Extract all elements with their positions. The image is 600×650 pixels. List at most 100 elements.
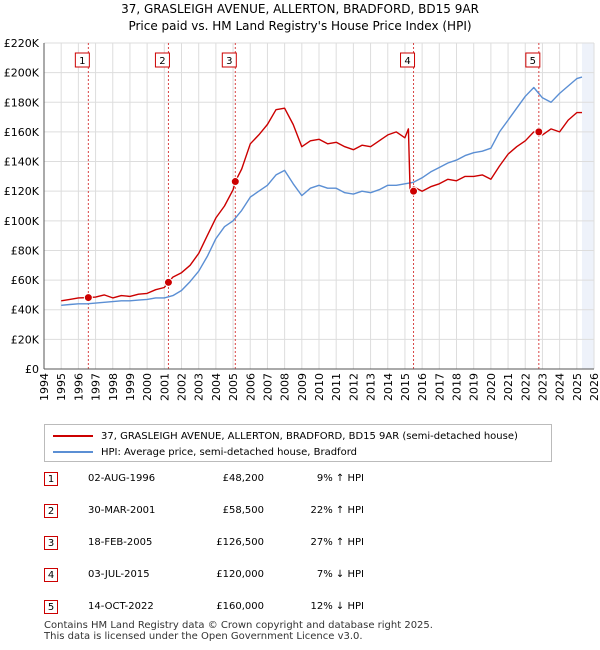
sale-price: £58,500 xyxy=(222,505,264,516)
x-tick-label: 2003 xyxy=(193,373,206,401)
sale-label: 5 xyxy=(525,52,541,68)
x-tick-label: 2014 xyxy=(382,373,395,401)
x-tick-label: 2008 xyxy=(279,373,292,401)
y-tick-label: £180K xyxy=(4,96,40,109)
sale-number: 1 xyxy=(44,472,58,486)
sale-hpi-diff: 9% ↑ HPI xyxy=(316,473,364,484)
sale-row: 3 18-FEB-2005 £126,500 27% ↑ HPI xyxy=(44,536,564,554)
sale-label-box xyxy=(400,52,416,68)
legend-item-property: 37, GRASLEIGH AVENUE, ALLERTON, BRADFORD… xyxy=(53,428,518,444)
y-tick-label: £0 xyxy=(25,363,39,376)
sale-date: 02-AUG-1996 xyxy=(88,473,156,484)
legend-line-hpi xyxy=(53,451,93,453)
sale-point xyxy=(409,186,419,196)
y-tick-label: £80K xyxy=(11,244,40,257)
y-tick-label: £160K xyxy=(4,126,40,139)
sale-price: £126,500 xyxy=(216,537,264,548)
sale-date: 03-JUL-2015 xyxy=(88,569,150,580)
sale-label-box xyxy=(74,52,90,68)
sale-hpi-diff: 12% ↓ HPI xyxy=(310,601,364,612)
x-tick-label: 2018 xyxy=(451,373,464,401)
x-tick-label: 1994 xyxy=(38,373,51,401)
sale-row: 1 02-AUG-1996 £48,200 9% ↑ HPI xyxy=(44,472,564,490)
sale-date: 14-OCT-2022 xyxy=(88,601,154,612)
sale-price: £160,000 xyxy=(216,601,264,612)
sale-price: £48,200 xyxy=(222,473,264,484)
x-tick-label: 2012 xyxy=(347,373,360,401)
x-tick-label: 2006 xyxy=(244,373,257,401)
x-tick-label: 2010 xyxy=(313,373,326,401)
sale-point xyxy=(83,293,93,303)
y-tick-label: £200K xyxy=(4,67,40,80)
x-tick-label: 2009 xyxy=(296,373,309,401)
sale-number: 4 xyxy=(44,568,58,582)
y-tick-label: £220K xyxy=(4,37,40,50)
y-tick-label: £20K xyxy=(11,333,40,346)
x-tick-label: 2004 xyxy=(210,373,223,401)
sale-row: 4 03-JUL-2015 £120,000 7% ↓ HPI xyxy=(44,568,564,586)
legend: 37, GRASLEIGH AVENUE, ALLERTON, BRADFORD… xyxy=(44,424,552,462)
y-tick-label: £40K xyxy=(11,304,40,317)
sale-number: 5 xyxy=(44,600,58,614)
sale-hpi-diff: 22% ↑ HPI xyxy=(310,505,364,516)
sale-date: 18-FEB-2005 xyxy=(88,537,153,548)
hpi-series-line xyxy=(61,76,583,306)
sale-label-text: 5 xyxy=(530,56,536,67)
sale-label-box xyxy=(154,52,170,68)
sale-row: 5 14-OCT-2022 £160,000 12% ↓ HPI xyxy=(44,600,564,618)
sale-label-text: 4 xyxy=(404,56,410,67)
x-tick-label: 1998 xyxy=(107,373,120,401)
legend-item-hpi: HPI: Average price, semi-detached house,… xyxy=(53,444,357,460)
chart-title: 37, GRASLEIGH AVENUE, ALLERTON, BRADFORD… xyxy=(121,2,479,16)
x-tick-label: 2024 xyxy=(554,373,567,401)
legend-line-property xyxy=(53,435,93,437)
y-tick-label: £120K xyxy=(4,185,40,198)
price-chart: 1 2 3 4 5 £0 £20K £40K £60K £80K £100K £120K £140K £1… xyxy=(4,37,600,401)
x-tick-label: 2022 xyxy=(519,373,532,401)
legend-label-hpi: HPI: Average price, semi-detached house,… xyxy=(101,446,357,458)
x-tick-label: 2007 xyxy=(261,373,274,401)
property-series-line xyxy=(61,107,582,302)
sale-label: 2 xyxy=(154,52,170,68)
sale-point xyxy=(163,277,173,287)
sale-hpi-diff: 7% ↓ HPI xyxy=(316,569,364,580)
chart-subtitle: Price paid vs. HM Land Registry's House … xyxy=(128,19,472,33)
sale-label-text: 3 xyxy=(226,56,232,67)
x-tick-label: 2011 xyxy=(330,373,343,401)
x-tick-label: 2015 xyxy=(399,373,412,401)
sale-point xyxy=(534,127,544,137)
x-tick-label: 1999 xyxy=(124,373,137,401)
sale-label-text: 2 xyxy=(159,56,165,67)
sale-price: £120,000 xyxy=(216,569,264,580)
sale-number: 2 xyxy=(44,504,58,518)
y-tick-label: £100K xyxy=(4,215,40,228)
footer: Contains HM Land Registry data © Crown c… xyxy=(44,620,433,642)
sale-date: 30-MAR-2001 xyxy=(88,505,156,516)
sale-hpi-diff: 27% ↑ HPI xyxy=(310,537,364,548)
x-tick-label: 1995 xyxy=(55,373,68,401)
x-tick-label: 1997 xyxy=(90,373,103,401)
sale-row: 2 30-MAR-2001 £58,500 22% ↑ HPI xyxy=(44,504,564,522)
legend-label-property: 37, GRASLEIGH AVENUE, ALLERTON, BRADFORD… xyxy=(101,430,518,442)
sale-label-box xyxy=(221,52,237,68)
x-tick-label: 2002 xyxy=(176,373,189,401)
x-tick-label: 2025 xyxy=(571,373,584,401)
x-tick-label: 1996 xyxy=(72,373,85,401)
sale-label-text: 1 xyxy=(79,56,85,67)
sale-number: 3 xyxy=(44,536,58,550)
x-tick-label: 2016 xyxy=(416,373,429,401)
x-tick-label: 2021 xyxy=(502,373,515,401)
footer-copyright: Contains HM Land Registry data © Crown c… xyxy=(44,620,433,631)
x-tick-label: 2001 xyxy=(158,373,171,401)
x-tick-label: 2019 xyxy=(468,373,481,401)
x-tick-label: 2017 xyxy=(433,373,446,401)
x-tick-label: 2005 xyxy=(227,373,240,401)
y-tick-label: £140K xyxy=(4,156,40,169)
x-tick-label: 2013 xyxy=(365,373,378,401)
y-tick-label: £60K xyxy=(11,274,40,287)
x-tick-label: 2023 xyxy=(536,373,549,401)
x-tick-label: 2026 xyxy=(588,373,600,401)
sale-point xyxy=(230,177,240,187)
sale-label-box xyxy=(525,52,541,68)
footer-license: This data is licensed under the Open Gov… xyxy=(44,631,363,642)
